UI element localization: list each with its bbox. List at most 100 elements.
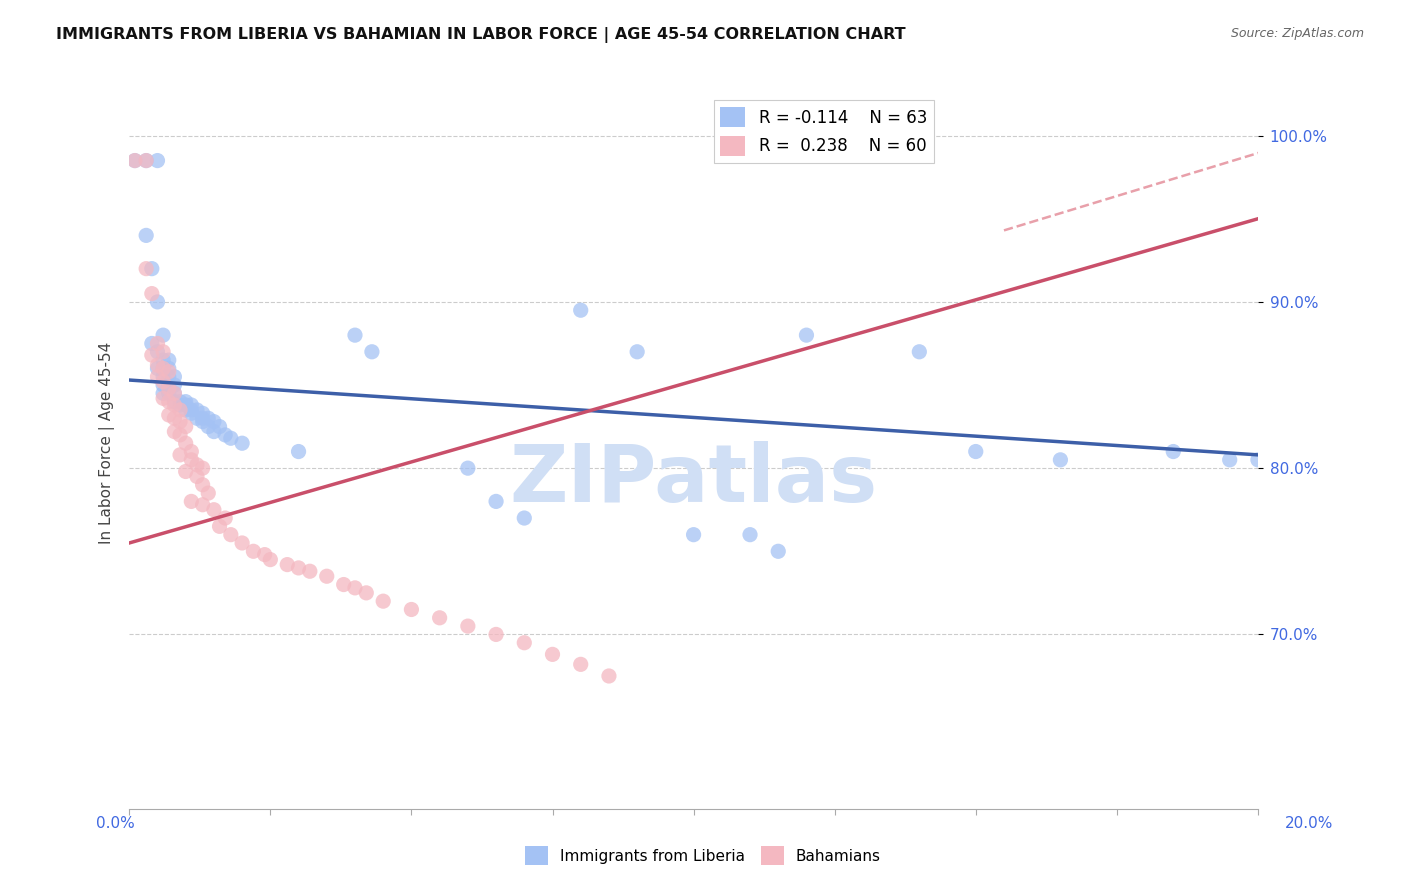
Point	[186, 403, 208, 417]
Point	[180, 494, 202, 508]
Point	[457, 461, 479, 475]
Point	[146, 361, 169, 376]
Point	[457, 619, 479, 633]
Point	[373, 594, 395, 608]
Point	[174, 465, 197, 479]
Point	[197, 411, 219, 425]
Point	[146, 358, 169, 372]
Point	[169, 415, 191, 429]
Point	[169, 403, 191, 417]
Point	[146, 336, 169, 351]
Point	[174, 419, 197, 434]
Point	[186, 469, 208, 483]
Point	[141, 348, 163, 362]
Text: ZIPatlas: ZIPatlas	[509, 441, 877, 519]
Point	[174, 398, 197, 412]
Point	[343, 581, 366, 595]
Point	[157, 386, 180, 401]
Point	[287, 444, 309, 458]
Point	[163, 398, 186, 412]
Point	[485, 494, 508, 508]
Point	[157, 369, 180, 384]
Point	[146, 369, 169, 384]
Point	[738, 527, 761, 541]
Point	[191, 477, 214, 491]
Point	[1049, 453, 1071, 467]
Point	[598, 669, 620, 683]
Point	[163, 394, 186, 409]
Point	[163, 369, 186, 384]
Point	[180, 403, 202, 417]
Point	[157, 381, 180, 395]
Point	[214, 428, 236, 442]
Point	[298, 564, 321, 578]
Point	[152, 344, 174, 359]
Text: 20.0%: 20.0%	[1285, 816, 1333, 830]
Point	[163, 378, 186, 392]
Point	[157, 408, 180, 422]
Point	[146, 294, 169, 309]
Point	[186, 411, 208, 425]
Point	[242, 544, 264, 558]
Point	[287, 561, 309, 575]
Point	[191, 415, 214, 429]
Point	[219, 527, 242, 541]
Point	[135, 261, 157, 276]
Point	[569, 657, 592, 672]
Point	[796, 328, 818, 343]
Point	[259, 552, 281, 566]
Legend: Immigrants from Liberia, Bahamians: Immigrants from Liberia, Bahamians	[519, 840, 887, 871]
Point	[513, 511, 536, 525]
Point	[186, 458, 208, 472]
Point	[180, 453, 202, 467]
Point	[163, 425, 186, 439]
Point	[174, 394, 197, 409]
Point	[152, 361, 174, 376]
Point	[163, 411, 186, 425]
Point	[214, 511, 236, 525]
Point	[157, 361, 180, 376]
Y-axis label: In Labor Force | Age 45-54: In Labor Force | Age 45-54	[100, 343, 115, 544]
Point	[1247, 453, 1270, 467]
Point	[276, 558, 298, 572]
Point	[682, 527, 704, 541]
Point	[124, 153, 146, 168]
Point	[135, 153, 157, 168]
Point	[141, 286, 163, 301]
Point	[157, 365, 180, 379]
Point	[163, 386, 186, 401]
Point	[541, 648, 564, 662]
Point	[180, 398, 202, 412]
Point	[202, 425, 225, 439]
Point	[152, 392, 174, 406]
Point	[197, 419, 219, 434]
Text: IMMIGRANTS FROM LIBERIA VS BAHAMIAN IN LABOR FORCE | AGE 45-54 CORRELATION CHART: IMMIGRANTS FROM LIBERIA VS BAHAMIAN IN L…	[56, 27, 905, 43]
Point	[180, 444, 202, 458]
Point	[332, 577, 354, 591]
Point	[141, 261, 163, 276]
Point	[191, 498, 214, 512]
Point	[231, 436, 253, 450]
Point	[768, 544, 790, 558]
Text: 0.0%: 0.0%	[96, 816, 135, 830]
Point	[141, 336, 163, 351]
Point	[157, 378, 180, 392]
Point	[157, 394, 180, 409]
Point	[124, 153, 146, 168]
Text: Source: ZipAtlas.com: Source: ZipAtlas.com	[1230, 27, 1364, 40]
Point	[1161, 444, 1184, 458]
Point	[1219, 453, 1241, 467]
Point	[202, 502, 225, 516]
Point	[253, 548, 276, 562]
Point	[152, 369, 174, 384]
Point	[356, 586, 378, 600]
Point	[191, 406, 214, 420]
Point	[163, 386, 186, 401]
Point	[169, 428, 191, 442]
Point	[202, 415, 225, 429]
Point	[169, 448, 191, 462]
Point	[152, 375, 174, 389]
Point	[152, 328, 174, 343]
Point	[208, 419, 231, 434]
Point	[343, 328, 366, 343]
